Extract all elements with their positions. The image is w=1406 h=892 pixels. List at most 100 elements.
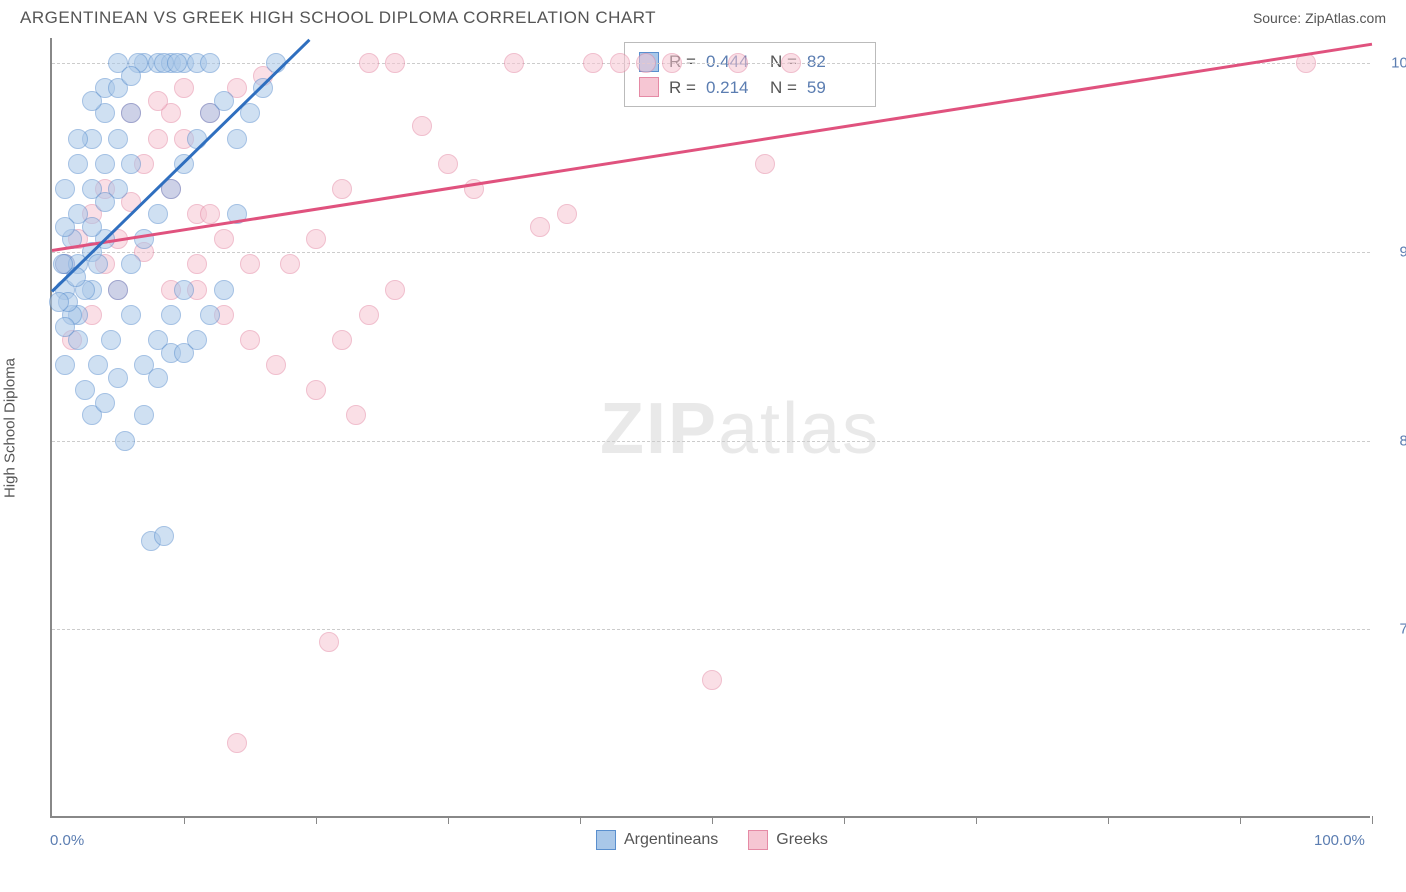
x-tick: [580, 816, 581, 824]
data-point: [55, 217, 75, 237]
data-point: [214, 280, 234, 300]
data-point: [68, 129, 88, 149]
data-point: [75, 380, 95, 400]
legend-label-blue: Argentineans: [624, 831, 718, 849]
label-N: N =: [770, 75, 797, 101]
data-point: [187, 254, 207, 274]
data-point: [121, 154, 141, 174]
data-point: [108, 280, 128, 300]
swatch-pink-icon: [639, 77, 659, 97]
data-point: [187, 330, 207, 350]
data-point: [148, 129, 168, 149]
gridline: [52, 441, 1370, 442]
data-point: [781, 53, 801, 73]
data-point: [200, 53, 220, 73]
stats-row-pink: R = 0.214 N = 59: [639, 75, 861, 101]
data-point: [504, 53, 524, 73]
data-point: [121, 305, 141, 325]
data-point: [214, 229, 234, 249]
stats-legend: R = 0.444 N = 82 R = 0.214 N = 59: [624, 42, 876, 107]
y-tick-label: 77.5%: [1378, 621, 1406, 638]
data-point: [359, 53, 379, 73]
trend-line: [51, 38, 310, 292]
data-point: [108, 129, 128, 149]
data-point: [101, 330, 121, 350]
data-point: [148, 204, 168, 224]
x-tick: [1372, 816, 1373, 824]
data-point: [200, 305, 220, 325]
value-N-pink: 59: [807, 75, 861, 101]
label-R: R =: [669, 75, 696, 101]
data-point: [200, 204, 220, 224]
source-prefix: Source:: [1253, 10, 1305, 26]
data-point: [115, 431, 135, 451]
data-point: [240, 254, 260, 274]
data-point: [55, 355, 75, 375]
source-link[interactable]: ZipAtlas.com: [1305, 10, 1386, 26]
data-point: [755, 154, 775, 174]
data-point: [227, 129, 247, 149]
data-point: [121, 103, 141, 123]
data-point: [306, 229, 326, 249]
swatch-blue-icon: [596, 830, 616, 850]
gridline: [52, 629, 1370, 630]
x-tick: [184, 816, 185, 824]
y-tick-label: 92.5%: [1378, 243, 1406, 260]
data-point: [636, 53, 656, 73]
data-point: [610, 53, 630, 73]
source-label: Source: ZipAtlas.com: [1253, 10, 1386, 26]
data-point: [583, 53, 603, 73]
data-point: [161, 305, 181, 325]
data-point: [134, 229, 154, 249]
value-N-blue: 82: [807, 49, 861, 75]
data-point: [332, 179, 352, 199]
data-point: [95, 393, 115, 413]
data-point: [319, 632, 339, 652]
y-axis-label: High School Diploma: [2, 358, 19, 498]
x-tick: [712, 816, 713, 824]
x-tick: [316, 816, 317, 824]
data-point: [227, 733, 247, 753]
data-point: [306, 380, 326, 400]
data-point: [280, 254, 300, 274]
y-tick-label: 100.0%: [1378, 55, 1406, 72]
x-tick: [448, 816, 449, 824]
data-point: [108, 368, 128, 388]
data-point: [82, 217, 102, 237]
data-point: [412, 116, 432, 136]
swatch-pink-icon: [748, 830, 768, 850]
x-tick: [1108, 816, 1109, 824]
data-point: [55, 179, 75, 199]
data-point: [385, 280, 405, 300]
chart-container: High School Diploma ZIPatlas R = 0.444 N…: [50, 38, 1386, 818]
data-point: [214, 91, 234, 111]
data-point: [702, 670, 722, 690]
watermark-zip: ZIP: [600, 389, 718, 469]
data-point: [332, 330, 352, 350]
data-point: [662, 53, 682, 73]
data-point: [174, 78, 194, 98]
chart-title: ARGENTINEAN VS GREEK HIGH SCHOOL DIPLOMA…: [20, 8, 656, 28]
data-point: [49, 292, 69, 312]
data-point: [121, 254, 141, 274]
data-point: [167, 53, 187, 73]
data-point: [95, 192, 115, 212]
data-point: [148, 91, 168, 111]
gridline: [52, 63, 1370, 64]
data-point: [148, 368, 168, 388]
data-point: [88, 254, 108, 274]
x-tick: [976, 816, 977, 824]
x-axis-max-label: 100.0%: [1314, 832, 1365, 849]
data-point: [174, 280, 194, 300]
data-point: [68, 154, 88, 174]
data-point: [530, 217, 550, 237]
watermark: ZIPatlas: [600, 388, 880, 470]
data-point: [728, 53, 748, 73]
x-tick: [844, 816, 845, 824]
data-point: [95, 154, 115, 174]
data-point: [438, 154, 458, 174]
legend-item-pink: Greeks: [748, 830, 828, 850]
data-point: [359, 305, 379, 325]
data-point: [266, 355, 286, 375]
data-point: [557, 204, 577, 224]
